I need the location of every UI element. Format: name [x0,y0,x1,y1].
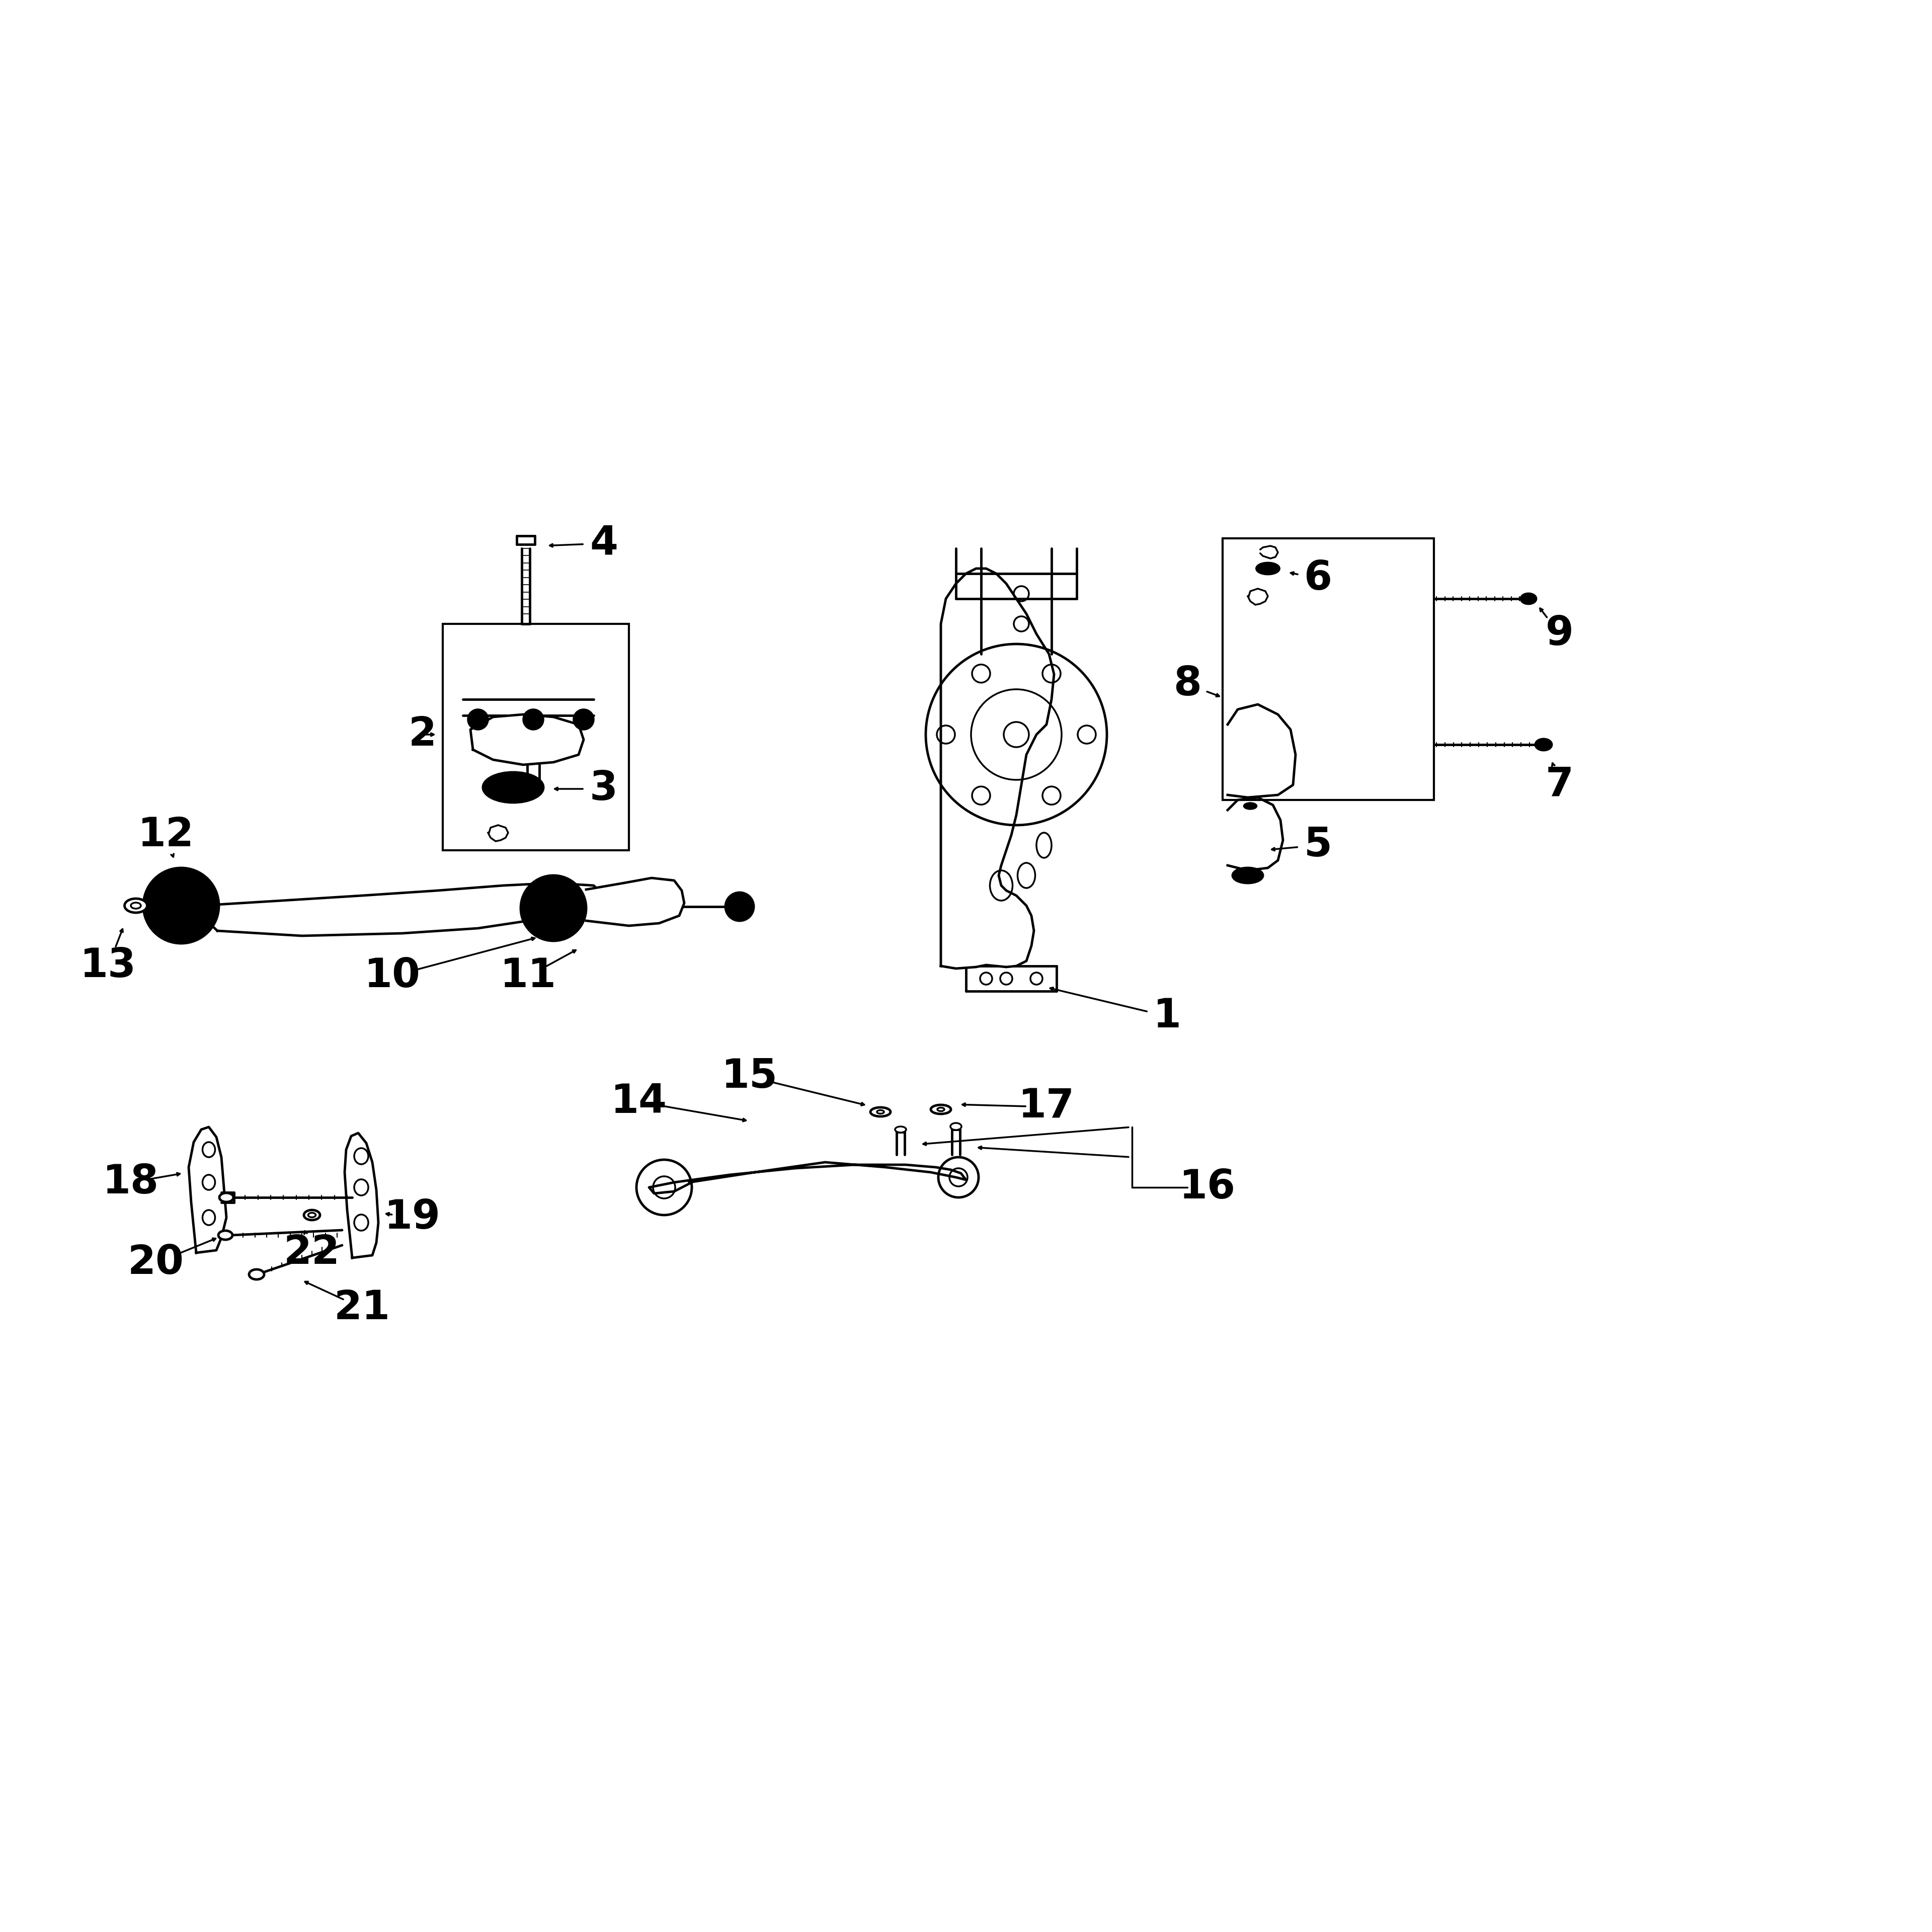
Ellipse shape [1233,867,1264,883]
Polygon shape [1227,705,1296,798]
Text: 14: 14 [611,1082,667,1121]
Text: 4: 4 [589,524,618,562]
Circle shape [170,895,191,916]
Polygon shape [469,715,583,765]
Polygon shape [941,568,1055,968]
Circle shape [545,898,562,918]
Ellipse shape [220,1192,234,1202]
Ellipse shape [483,773,543,802]
Text: 18: 18 [102,1163,158,1202]
Ellipse shape [931,1105,951,1115]
Text: 5: 5 [1304,825,1333,866]
Bar [442,624,630,850]
Text: 17: 17 [1018,1088,1074,1126]
Polygon shape [649,1163,966,1194]
Bar [1223,539,1434,800]
Ellipse shape [871,1107,891,1117]
Circle shape [726,893,753,922]
Text: 9: 9 [1546,614,1575,653]
Circle shape [522,875,585,941]
Ellipse shape [1244,804,1256,810]
Text: 16: 16 [1179,1167,1236,1208]
Ellipse shape [1520,593,1536,603]
Text: 7: 7 [1546,765,1575,804]
Ellipse shape [124,898,147,912]
Text: 8: 8 [1173,665,1202,703]
Polygon shape [585,877,684,925]
Ellipse shape [1536,740,1551,750]
Text: 19: 19 [384,1198,440,1236]
Ellipse shape [951,1122,962,1130]
Text: 12: 12 [137,815,195,854]
Ellipse shape [526,784,541,794]
Text: 21: 21 [334,1289,390,1327]
Text: 15: 15 [721,1057,779,1095]
Ellipse shape [218,1231,232,1240]
Ellipse shape [303,1209,321,1221]
Text: 20: 20 [128,1242,184,1283]
Text: 10: 10 [365,956,421,995]
Ellipse shape [895,1126,906,1132]
Text: 11: 11 [500,956,556,995]
Circle shape [574,709,593,730]
Text: 6: 6 [1304,558,1333,599]
Polygon shape [344,1132,379,1258]
Circle shape [524,709,543,730]
Text: 1: 1 [1153,997,1180,1036]
Text: 13: 13 [79,947,137,985]
Circle shape [468,709,489,730]
Polygon shape [201,883,603,935]
Polygon shape [1227,798,1283,871]
Text: 22: 22 [284,1233,340,1273]
Circle shape [143,867,218,943]
Text: 3: 3 [589,769,618,808]
Ellipse shape [1256,562,1279,574]
Polygon shape [189,1126,226,1252]
Ellipse shape [249,1269,265,1279]
Text: 2: 2 [408,715,437,753]
